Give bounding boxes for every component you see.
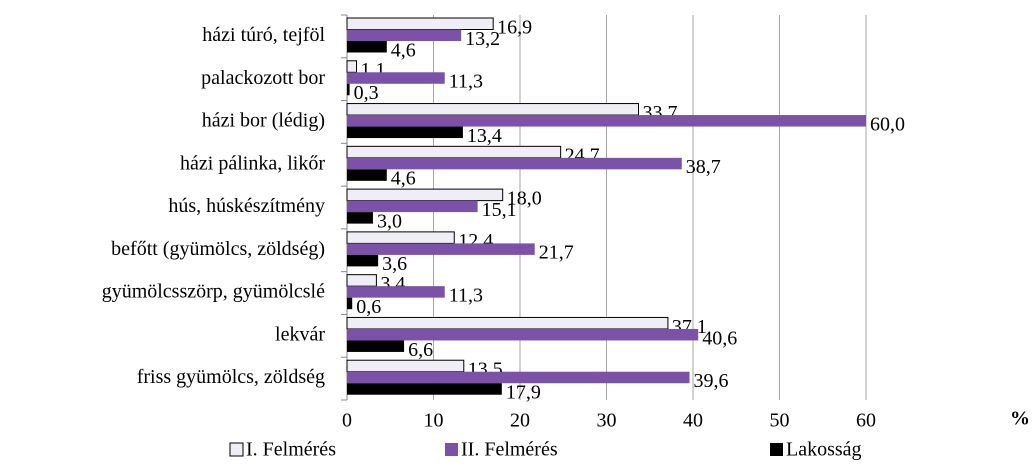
bar	[347, 83, 350, 96]
bar	[347, 41, 387, 53]
y-tick-label: házi túró, tejföl	[202, 24, 325, 46]
value-label: 11,3	[449, 285, 483, 307]
y-tick-label: lekvár	[275, 323, 325, 345]
value-label: 4,6	[391, 39, 416, 61]
legend-label: II. Felmérés	[461, 439, 558, 461]
value-label: 4,6	[391, 168, 416, 190]
bar	[347, 243, 535, 255]
x-tick-label: 10	[424, 410, 444, 432]
bar	[347, 212, 373, 224]
value-label: 0,6	[356, 296, 381, 318]
value-label: 18,0	[507, 187, 542, 209]
bar	[347, 157, 682, 170]
value-label: 21,7	[539, 242, 574, 264]
value-label: 17,9	[506, 382, 541, 404]
value-label: 0,3	[354, 82, 379, 104]
bar	[347, 297, 353, 310]
value-label: 16,9	[497, 16, 532, 38]
x-tick-label: 60	[856, 410, 876, 432]
value-label: 13,2	[465, 28, 500, 50]
y-tick-label: házi bor (lédig)	[202, 110, 325, 132]
bar	[346, 359, 465, 373]
bar	[347, 29, 462, 41]
bar	[346, 274, 377, 287]
y-tick-label: gyümölcsszörp, gyümölcslé	[102, 281, 325, 303]
x-tick-label: 0	[342, 410, 352, 432]
value-label: 60,0	[870, 113, 905, 135]
x-tick-label: 50	[770, 410, 790, 432]
bar	[347, 169, 387, 181]
bar	[347, 371, 690, 384]
legend-swatch	[445, 443, 458, 456]
bar	[347, 383, 502, 395]
value-label: 11,3	[449, 71, 483, 93]
y-tick-label: friss gyümölcs, zöldség	[137, 366, 325, 388]
bar	[346, 145, 562, 159]
value-label: 40,6	[702, 327, 737, 349]
x-axis-label: %	[1010, 408, 1030, 430]
bar	[347, 72, 445, 84]
value-label: 15,1	[482, 199, 517, 221]
x-tick-label: 20	[510, 410, 530, 432]
bar	[346, 231, 455, 244]
legend-label: I. Felmérés	[246, 439, 336, 461]
bar	[347, 200, 478, 213]
x-tick-label: 30	[597, 410, 617, 432]
legend-swatch	[229, 442, 244, 457]
value-label: 13,4	[467, 125, 502, 147]
value-label: 38,7	[686, 156, 721, 178]
bar	[347, 340, 405, 352]
bar	[346, 60, 358, 73]
y-tick-label: házi pálinka, likőr	[180, 152, 325, 174]
y-tick-label: befőtt (gyümölcs, zöldség)	[111, 238, 325, 260]
legend-label: Lakosság	[786, 439, 862, 461]
bar	[346, 188, 504, 202]
bar	[347, 328, 699, 341]
bar	[347, 254, 379, 267]
value-label: 39,6	[694, 370, 729, 392]
bar	[347, 126, 463, 139]
value-label: 6,6	[408, 339, 433, 361]
bar	[347, 286, 445, 298]
bar	[346, 316, 669, 330]
y-tick-label: palackozott bor	[201, 67, 325, 89]
value-label: 3,6	[382, 253, 407, 275]
y-tick-label: hús, húskészítmény	[168, 195, 325, 217]
x-tick-label: 40	[683, 410, 703, 432]
bar	[346, 103, 640, 116]
value-label: 3,0	[377, 210, 402, 232]
bar	[347, 115, 866, 127]
legend-swatch	[770, 443, 783, 456]
